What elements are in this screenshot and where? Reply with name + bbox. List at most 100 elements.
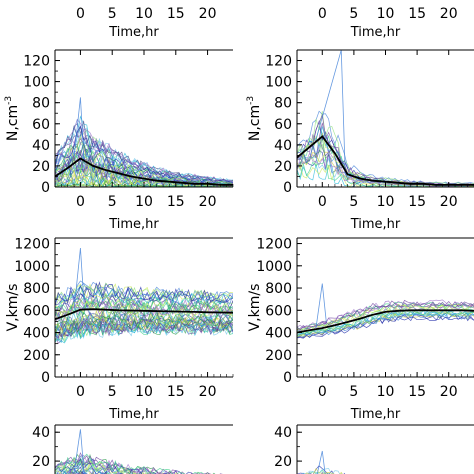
y-tick-label: 120 — [23, 54, 50, 70]
top-x-tick-label: 0 — [318, 6, 327, 22]
y-tick-label: 120 — [265, 54, 292, 70]
mean-series-line — [297, 309, 474, 334]
event-series-line — [305, 468, 343, 474]
y-tick-label: 800 — [23, 281, 50, 297]
x-tick-label: 0 — [318, 194, 327, 210]
peak-event-line — [315, 283, 327, 329]
y-tick-label: 20 — [274, 159, 292, 175]
x-tick-label: 20 — [440, 384, 458, 400]
event-series-line — [297, 465, 346, 474]
panel-middle-left: 0 200 400 600 800 1000 1200 0 5 10 15 20 Time,hr V,km… — [5, 237, 234, 422]
x-tick-label: 20 — [199, 194, 217, 210]
y-tick-label: 1200 — [14, 237, 50, 253]
y-tick-label: 1000 — [14, 259, 50, 275]
event-series-line — [55, 317, 233, 336]
x-tick-label: 10 — [135, 384, 153, 400]
x-tick-label: 20 — [440, 194, 458, 210]
y-tick-label: 200 — [23, 348, 50, 364]
event-series-line — [55, 281, 233, 306]
y-tick-label: 40 — [32, 425, 50, 441]
y-tick-label: 20 — [274, 454, 292, 470]
y-tick-label: 0 — [41, 370, 50, 386]
y-tick-label: 0 — [283, 180, 292, 196]
x-tick-label: 15 — [408, 194, 426, 210]
x-axis-label: Time,hr — [350, 217, 401, 232]
event-series-line — [58, 469, 104, 474]
individual-series-group — [55, 247, 233, 345]
event-series-line — [297, 111, 474, 185]
top-x-tick-label: 15 — [408, 6, 426, 22]
peak-event-line — [73, 247, 85, 310]
event-series-line — [56, 466, 129, 474]
x-tick-label: 15 — [167, 194, 185, 210]
y-axis-label-superscript: -3 — [4, 96, 14, 105]
y-tick-label: 60 — [274, 117, 292, 133]
y-tick-label: 1200 — [256, 237, 292, 253]
y-tick-label: 1000 — [256, 259, 292, 275]
event-series-line — [55, 282, 233, 307]
event-series-line — [297, 110, 474, 185]
x-tick-label: 15 — [408, 384, 426, 400]
individual-series-group — [297, 283, 474, 339]
top-x-tick-label: 20 — [440, 6, 458, 22]
y-tick-label: 200 — [265, 348, 292, 364]
y-axis-label-superscript: -3 — [246, 96, 256, 105]
top-x-tick-label: 0 — [76, 6, 85, 22]
x-axis-label: Time,hr — [108, 407, 159, 422]
peak-event-line — [316, 450, 326, 474]
y-axis-label: V,km/s — [247, 284, 263, 332]
x-tick-label: 15 — [167, 384, 185, 400]
top-x-tick-label: 10 — [377, 6, 395, 22]
top-x-tick-label: 15 — [167, 6, 185, 22]
event-series-line — [297, 310, 474, 337]
y-axis-label: N,cm-3 — [4, 96, 21, 141]
y-tick-label: 20 — [32, 454, 50, 470]
individual-series-group — [55, 429, 223, 474]
y-tick-label: 0 — [283, 370, 292, 386]
event-series-line — [297, 301, 474, 330]
event-series-line — [55, 312, 233, 335]
peak-event-line — [73, 97, 85, 170]
event-series-line — [55, 315, 233, 338]
x-tick-label: 0 — [76, 384, 85, 400]
event-series-line — [59, 460, 154, 474]
panel-middle-right: 0 200 400 600 800 1000 1200 0 5 10 15 20 Time,hr V,km… — [247, 237, 474, 422]
x-tick-label: 10 — [377, 194, 395, 210]
y-tick-label: 80 — [32, 96, 50, 112]
x-axis-label: Time,hr — [108, 217, 159, 232]
panel-top-left: 0 20 40 60 80 100 120 0 5 10 15 20 Time,hr 0 5 10 15 20 Ti… — [4, 6, 234, 232]
x-tick-label: 10 — [135, 194, 153, 210]
y-tick-label: 60 — [32, 117, 50, 133]
y-axis-label: V,km/s — [5, 284, 21, 332]
mean-series-line — [55, 308, 233, 321]
y-tick-label: 400 — [23, 326, 50, 342]
event-series-line — [55, 307, 233, 328]
y-tick-label: 40 — [274, 138, 292, 154]
event-series-line — [55, 125, 233, 183]
top-x-tick-label: 5 — [349, 6, 358, 22]
individual-series-group — [297, 450, 346, 474]
y-tick-label: 100 — [23, 75, 50, 91]
y-tick-label: 600 — [265, 303, 292, 319]
event-series-line — [55, 457, 167, 474]
peak-event-line — [315, 50, 346, 175]
event-series-line — [55, 310, 233, 333]
x-tick-label: 0 — [318, 384, 327, 400]
top-x-tick-label: 5 — [108, 6, 117, 22]
top-x-axis-label: Time,hr — [108, 25, 159, 40]
event-series-line — [55, 320, 233, 343]
event-series-line — [55, 459, 171, 474]
y-tick-label: 0 — [41, 180, 50, 196]
y-tick-label: 80 — [274, 96, 292, 112]
panel-top-right: 0 20 40 60 80 100 120 0 5 10 15 20 Time,hr 0 5 10 15 20 Ti… — [246, 6, 474, 232]
event-series-line — [55, 296, 233, 315]
x-tick-label: 20 — [199, 384, 217, 400]
x-tick-label: 10 — [377, 384, 395, 400]
event-series-line — [55, 143, 233, 186]
event-series-line — [56, 463, 142, 474]
y-tick-label: 40 — [32, 138, 50, 154]
x-axis-label: Time,hr — [350, 407, 401, 422]
